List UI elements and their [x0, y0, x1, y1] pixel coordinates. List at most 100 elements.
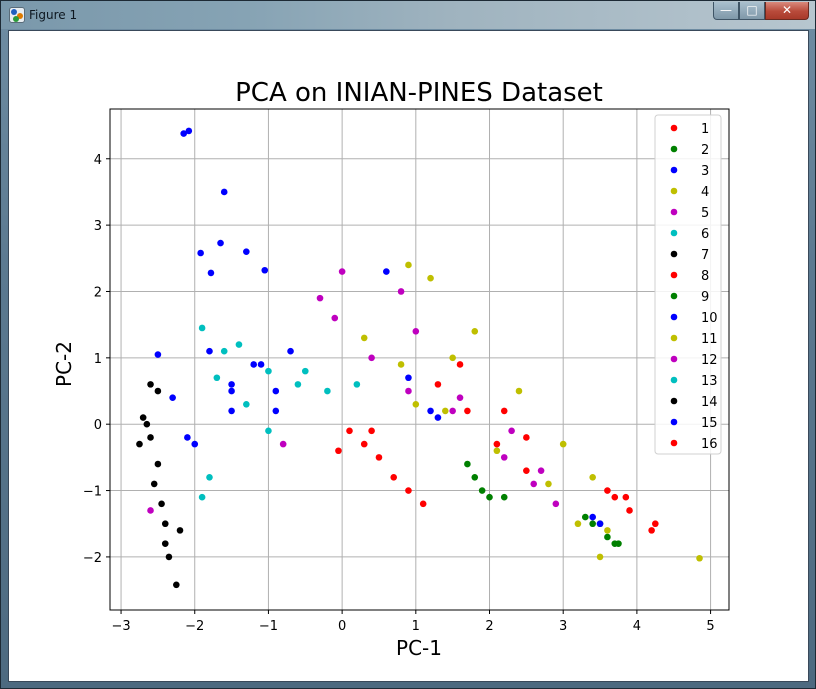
legend-entry: 10	[670, 311, 718, 326]
data-point	[500, 454, 508, 461]
series-7	[139, 387, 180, 589]
data-point	[456, 361, 464, 368]
data-point	[220, 188, 228, 196]
data-point	[335, 447, 342, 455]
data-point	[545, 480, 552, 488]
legend-label: 15	[701, 416, 718, 431]
legend-label: 10	[701, 311, 718, 326]
data-point	[198, 493, 206, 501]
data-point	[294, 381, 302, 388]
data-point	[161, 540, 169, 547]
legend-entry: 15	[670, 416, 718, 431]
data-point	[197, 249, 204, 257]
legend-entry: 11	[670, 332, 718, 347]
legend-label: 5	[701, 206, 709, 221]
x-tick-label: 4	[633, 619, 641, 634]
x-tick-label: 0	[338, 619, 346, 634]
data-point	[449, 407, 456, 415]
legend-entry: 2	[670, 143, 709, 158]
legend-marker	[670, 397, 678, 405]
data-point	[261, 266, 269, 274]
chart-title: PCA on INIAN-PINES Dataset	[235, 78, 603, 108]
legend-label: 4	[701, 185, 709, 200]
legend-entry: 8	[670, 269, 709, 284]
y-tick-label: 1	[94, 352, 102, 367]
y-tick-label: −1	[83, 485, 102, 500]
legend-entry: 1	[670, 122, 709, 137]
legend-entry: 4	[670, 185, 709, 200]
data-point	[648, 527, 655, 534]
data-point	[243, 400, 250, 408]
data-point	[169, 394, 176, 401]
legend-label: 7	[701, 248, 709, 263]
data-point	[161, 520, 169, 528]
data-point	[652, 520, 659, 528]
data-point	[143, 420, 151, 428]
legend-label: 9	[701, 290, 709, 305]
plot-area	[109, 108, 730, 611]
data-point	[397, 288, 405, 295]
data-point	[478, 487, 486, 494]
data-point	[397, 361, 405, 368]
series-15	[154, 351, 604, 528]
data-point	[185, 127, 193, 135]
data-point	[324, 387, 331, 395]
minimize-button[interactable]: —	[713, 2, 739, 20]
close-button[interactable]: ✕	[765, 2, 809, 20]
data-point	[191, 440, 199, 448]
legend-entry: 13	[670, 374, 718, 389]
data-point	[559, 440, 567, 448]
legend-marker	[670, 334, 678, 342]
figure-canvas: PCA on INIAN-PINES Dataset −3 −2 −1 0 1 2 3 4 5−…	[8, 30, 809, 682]
y-tick-label: 3	[94, 219, 102, 234]
maximize-button[interactable]: □	[739, 2, 765, 20]
series-1	[456, 361, 659, 534]
legend-label: 6	[701, 227, 709, 242]
data-point	[154, 460, 162, 468]
data-point	[486, 493, 493, 501]
data-point	[523, 467, 530, 474]
legend-label: 12	[701, 353, 718, 368]
data-point	[604, 487, 611, 494]
legend-marker	[670, 439, 678, 447]
data-point	[265, 427, 272, 435]
series-6	[198, 324, 309, 501]
data-point	[500, 493, 508, 501]
legend-box	[654, 114, 722, 455]
data-point	[206, 473, 213, 481]
data-point	[434, 381, 442, 388]
data-point	[405, 487, 412, 494]
data-point	[375, 454, 383, 461]
data-point	[272, 407, 280, 415]
data-point	[235, 341, 243, 348]
title-bar[interactable]: Figure 1 — □ ✕	[1, 1, 815, 29]
data-point	[198, 324, 206, 332]
data-point	[523, 434, 530, 441]
data-point	[390, 473, 398, 481]
y-tick-label: 4	[94, 153, 102, 168]
data-point	[589, 473, 596, 481]
data-point	[464, 460, 471, 468]
data-point	[464, 407, 471, 415]
series-3	[180, 127, 434, 415]
data-point	[449, 354, 456, 362]
data-point	[368, 354, 375, 362]
x-tick-label: −2	[185, 619, 204, 634]
legend-marker	[670, 376, 678, 384]
legend-label: 1	[701, 122, 709, 137]
legend-label: 3	[701, 164, 709, 179]
legend-marker	[670, 313, 678, 321]
x-tick-label: −1	[259, 619, 278, 634]
data-point	[441, 407, 449, 415]
y-axis-label: PC-2	[52, 341, 76, 387]
legend-marker	[670, 418, 678, 426]
legend-label: 8	[701, 269, 709, 284]
data-point	[589, 513, 596, 521]
data-point	[257, 361, 265, 368]
data-point	[508, 427, 515, 435]
data-point	[405, 261, 412, 269]
data-point	[622, 493, 630, 501]
data-point	[353, 381, 361, 388]
